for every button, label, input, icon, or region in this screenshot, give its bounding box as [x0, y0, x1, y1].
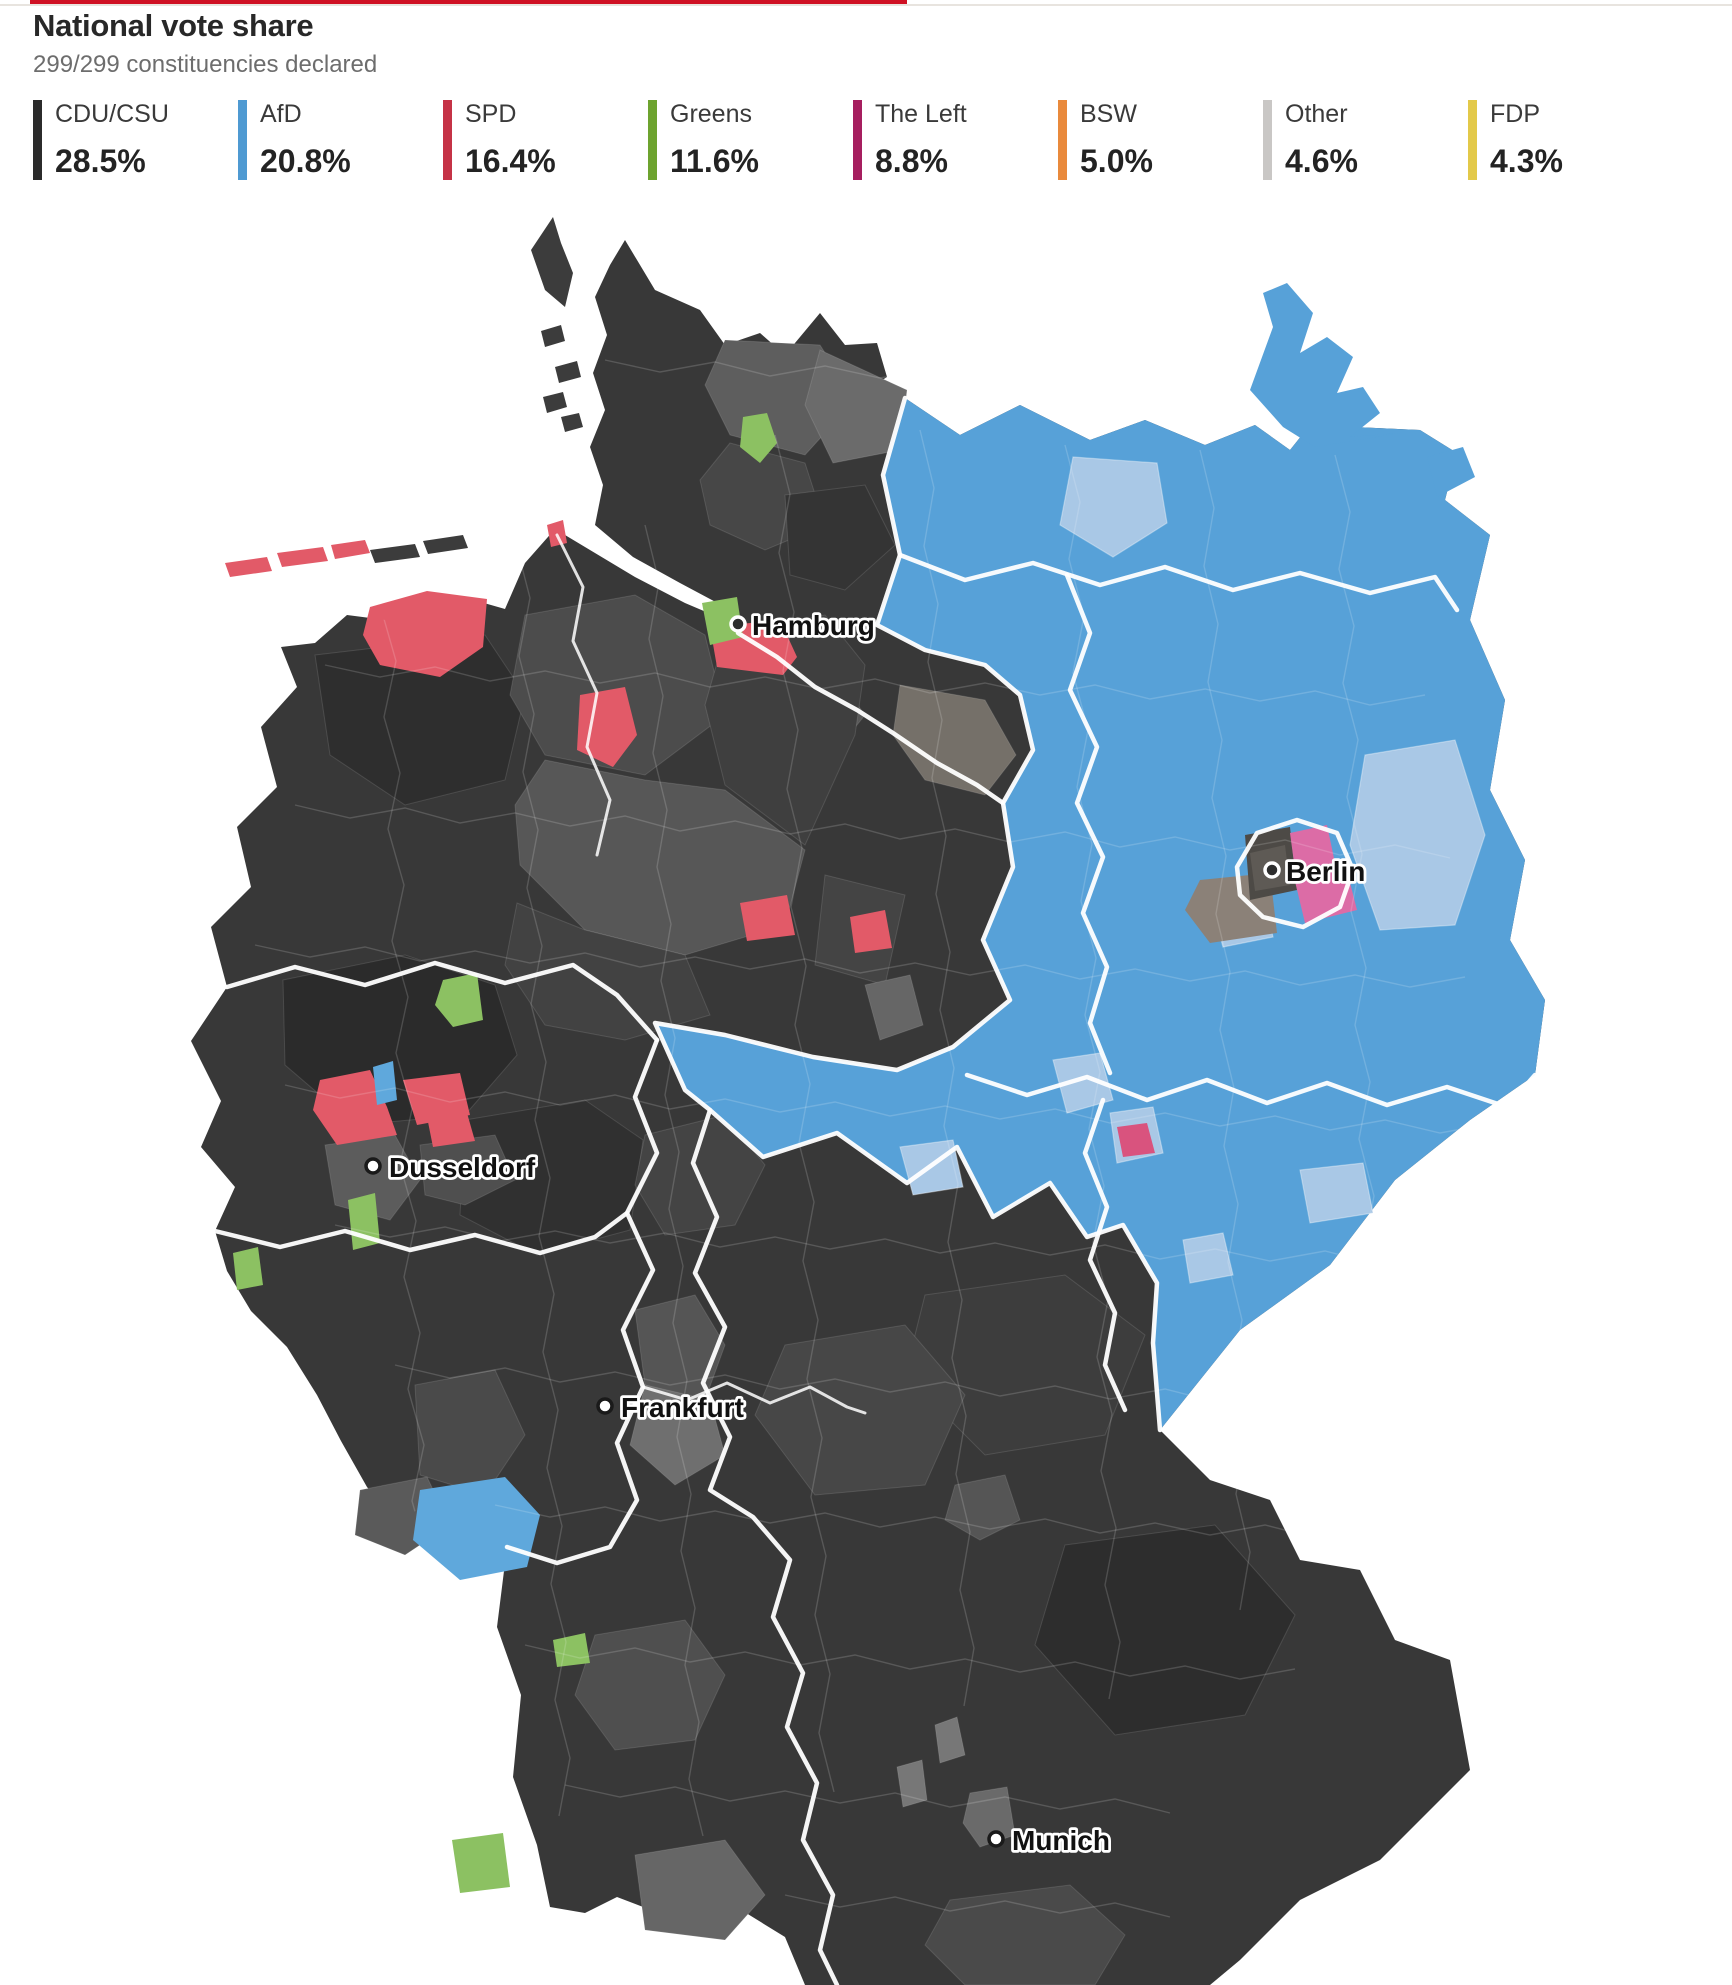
- page-top-hairline: [0, 4, 1732, 6]
- legend-share-value: 4.3%: [1490, 143, 1563, 179]
- legend-swatch-cdu: [33, 100, 42, 180]
- rivers: [555, 533, 867, 1415]
- legend-swatch-afd: [238, 100, 247, 180]
- city-label-frankfurt: Frankfurt: [621, 1392, 744, 1423]
- legend-swatch-fdp: [1468, 100, 1477, 180]
- legend-swatch-left: [853, 100, 862, 180]
- legend-party-label: Greens: [670, 100, 752, 128]
- legend-item-other: Other 4.6%: [1263, 100, 1468, 180]
- germany-constituency-map: Hamburg Berlin Dusseldorf Frankfurt Muni…: [165, 195, 1565, 1985]
- city-label-munich: Munich: [1012, 1825, 1110, 1856]
- legend-share-value: 28.5%: [55, 143, 146, 179]
- state-borders: [212, 395, 1538, 1985]
- left-constituency-leipzig: [1117, 1123, 1155, 1157]
- header: National vote share 299/299 constituenci…: [33, 8, 377, 79]
- legend-party-label: BSW: [1080, 100, 1137, 128]
- city-label-berlin: Berlin: [1286, 856, 1365, 887]
- constituency-patches-west[interactable]: [282, 339, 1296, 1985]
- brand-red-rule: [30, 0, 907, 4]
- legend-party-label: FDP: [1490, 100, 1540, 128]
- city-label-dusseldorf: Dusseldorf: [389, 1152, 536, 1183]
- legend-share-value: 16.4%: [465, 143, 556, 179]
- lake-constance: [582, 1938, 738, 1976]
- city-label-hamburg: Hamburg: [752, 610, 875, 641]
- legend-party-label: Other: [1285, 100, 1348, 128]
- legend-swatch-bsw: [1058, 100, 1067, 180]
- legend-party-label: SPD: [465, 100, 517, 128]
- legend-party-label: AfD: [260, 100, 302, 128]
- berlin-dot: [1263, 861, 1281, 879]
- left-constituency-berlin-n: [1290, 825, 1335, 870]
- legend-swatch-greens: [648, 100, 657, 180]
- declared-status: 299/299 constituencies declared: [33, 51, 378, 78]
- afd-west-constituencies[interactable]: [373, 1061, 540, 1580]
- legend-party-label: The Left: [875, 100, 967, 128]
- legend-item-afd: AfD 20.8%: [238, 100, 443, 180]
- legend-item-bsw: BSW 5.0%: [1058, 100, 1263, 180]
- legend-item-spd: SPD 16.4%: [443, 100, 648, 180]
- weser-river: [555, 533, 612, 857]
- legend-share-value: 20.8%: [260, 143, 351, 179]
- party-legend: CDU/CSU 28.5% AfD 20.8% SPD 16.4% Greens…: [33, 100, 1673, 180]
- legend-share-value: 4.6%: [1285, 143, 1358, 179]
- legend-item-left: The Left 8.8%: [853, 100, 1058, 180]
- legend-swatch-other: [1263, 100, 1272, 180]
- munich-dot: [987, 1830, 1005, 1848]
- constituency-patches-east-light[interactable]: [899, 456, 1486, 1284]
- legend-share-value: 11.6%: [670, 143, 759, 179]
- legend-item-cdu: CDU/CSU 28.5%: [33, 100, 238, 180]
- city-markers: Hamburg Berlin Dusseldorf Frankfurt Muni…: [364, 607, 1368, 1859]
- legend-swatch-spd: [443, 100, 452, 180]
- legend-item-greens: Greens 11.6%: [648, 100, 853, 180]
- main-river: [641, 1381, 867, 1415]
- dusseldorf-dot: [364, 1157, 382, 1175]
- legend-party-label: CDU/CSU: [55, 100, 169, 128]
- legend-share-value: 5.0%: [1080, 143, 1153, 179]
- baltic-islands-afd: [1250, 283, 1475, 497]
- greens-constituencies[interactable]: [233, 413, 777, 1893]
- inner-german-border: [652, 395, 1163, 1433]
- legend-share-value: 8.8%: [875, 143, 948, 179]
- legend-item-fdp: FDP 4.3%: [1468, 100, 1673, 180]
- frankfurt-dot: [596, 1397, 614, 1415]
- hamburg-dot: [729, 615, 747, 633]
- page-title: National vote share: [33, 8, 314, 43]
